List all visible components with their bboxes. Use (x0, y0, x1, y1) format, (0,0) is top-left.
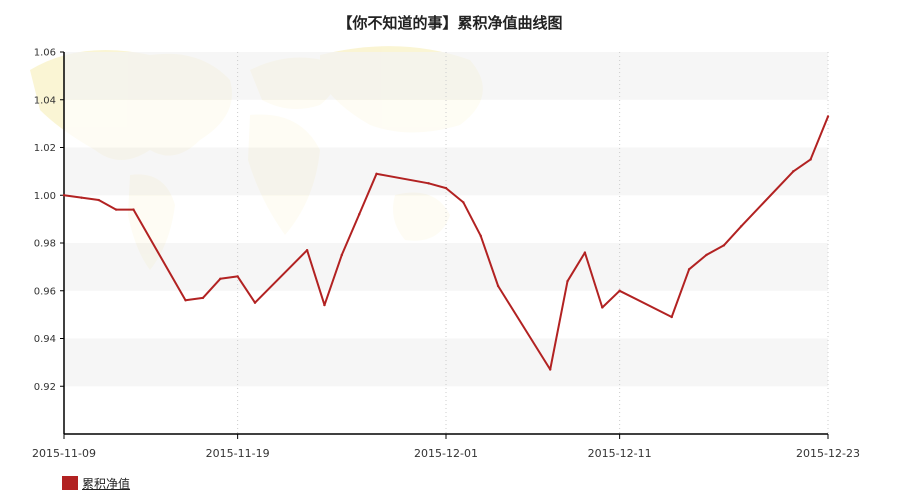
data-point (496, 284, 500, 288)
background-band (64, 243, 828, 291)
background-band (64, 195, 828, 243)
y-tick-label: 0.94 (34, 334, 56, 345)
data-point (427, 182, 430, 185)
data-point (687, 268, 691, 271)
data-point (618, 289, 621, 292)
data-point (739, 225, 743, 228)
data-point (132, 208, 135, 211)
data-point (62, 194, 66, 197)
data-point (705, 253, 708, 257)
data-point (80, 196, 83, 199)
data-point (566, 280, 569, 283)
background-band (64, 290, 828, 339)
data-point (97, 198, 100, 202)
y-tick-label: 1.04 (34, 95, 56, 106)
data-point (444, 186, 448, 190)
data-point (583, 251, 587, 254)
x-tick-label: 2015-11-19 (206, 447, 270, 460)
x-tick-label: 2015-12-01 (414, 447, 478, 460)
y-tick-label: 1.06 (34, 48, 56, 59)
y-tick-label: 1.02 (34, 143, 56, 154)
data-point (114, 208, 118, 211)
data-point (375, 172, 378, 175)
y-axis-ticks: 0.92 0.94 0.96 0.98 1.00 1.02 1.04 1.06 (34, 48, 64, 393)
data-point (670, 315, 673, 319)
y-tick-label: 1.00 (34, 191, 56, 202)
data-point (305, 248, 309, 252)
x-tick-label: 2015-11-09 (32, 447, 96, 460)
legend-swatch (62, 476, 78, 490)
y-tick-label: 0.96 (34, 286, 56, 297)
data-point (323, 303, 326, 307)
y-tick-label: 0.98 (34, 239, 56, 250)
background-band (64, 386, 828, 434)
series-group (62, 115, 830, 371)
data-point (357, 213, 361, 216)
data-point (601, 306, 604, 309)
background-band (64, 338, 828, 387)
data-point (792, 170, 795, 173)
data-point (201, 296, 205, 300)
x-tick-label: 2015-12-11 (588, 447, 652, 460)
data-point (462, 201, 465, 204)
x-tick-label: 2015-12-23 (796, 447, 860, 460)
chart-title: 【你不知道的事】累积净值曲线图 (337, 14, 563, 32)
background-band (64, 52, 828, 100)
data-point (548, 368, 552, 371)
data-point (479, 234, 482, 238)
data-point (340, 253, 344, 257)
data-point (253, 301, 257, 304)
data-point (236, 275, 239, 278)
legend[interactable]: 累积净值 (62, 474, 130, 492)
y-tick-label: 0.92 (34, 382, 56, 393)
data-point (826, 115, 830, 118)
data-point (809, 158, 812, 161)
data-point (184, 299, 187, 302)
data-point (219, 277, 222, 281)
legend-label[interactable]: 累积净值 (82, 476, 131, 491)
x-axis-ticks: 2015-11-09 2015-11-19 2015-12-01 2015-12-11… (32, 434, 860, 460)
background-band (64, 99, 828, 148)
data-point (722, 244, 726, 247)
